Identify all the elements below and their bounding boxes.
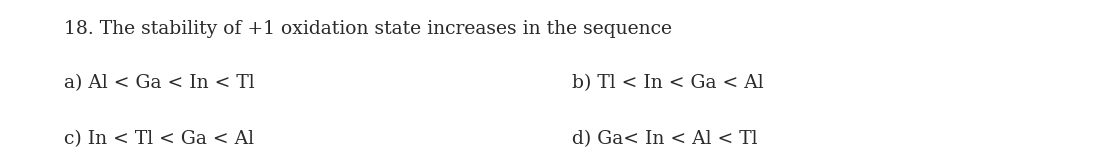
Text: c) In < Tl < Ga < Al: c) In < Tl < Ga < Al	[64, 130, 254, 148]
Text: a) Al < Ga < In < Tl: a) Al < Ga < In < Tl	[64, 74, 256, 92]
Text: 18. The stability of +1 oxidation state increases in the sequence: 18. The stability of +1 oxidation state …	[64, 20, 672, 38]
Text: b) Tl < In < Ga < Al: b) Tl < In < Ga < Al	[572, 74, 763, 92]
Text: d) Ga< In < Al < Tl: d) Ga< In < Al < Tl	[572, 130, 758, 148]
